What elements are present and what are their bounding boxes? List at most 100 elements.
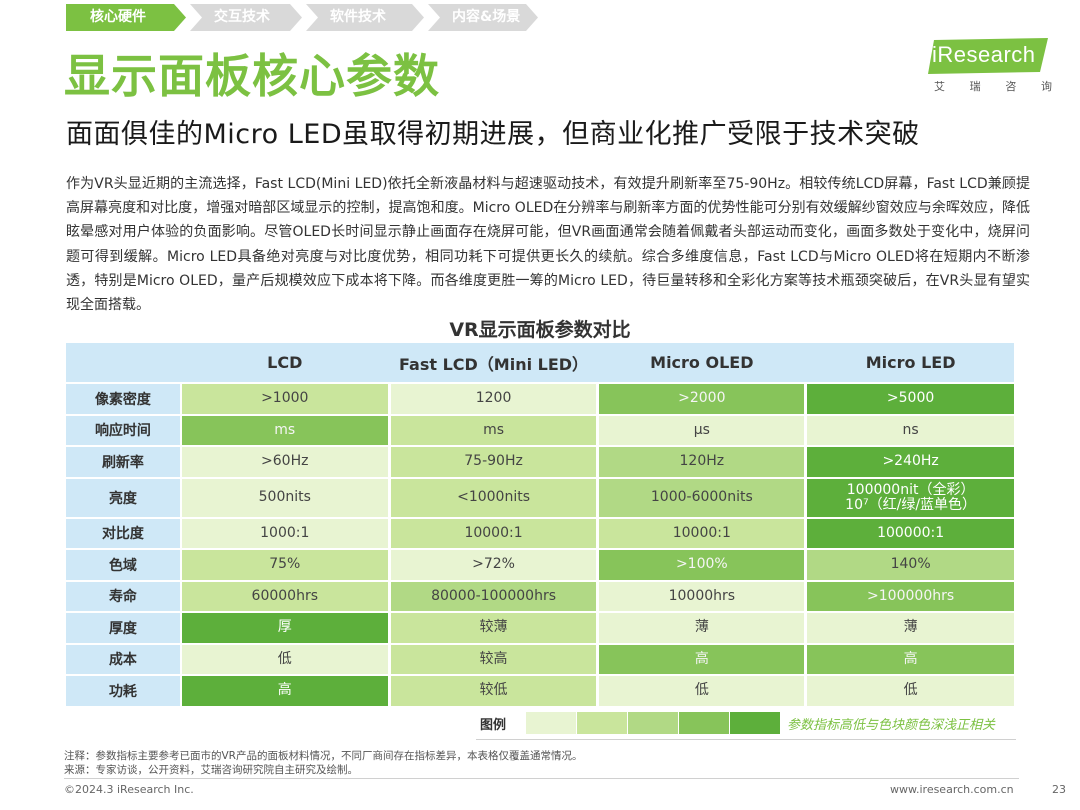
table-cell: 120Hz — [599, 447, 805, 477]
table-cell: 500nits — [181, 478, 388, 517]
page-number: 23 — [1052, 783, 1066, 796]
table-cell: 高 — [599, 644, 805, 674]
row-label: 刷新率 — [66, 447, 180, 477]
legend-swatches — [526, 712, 781, 734]
table-cell: 高 — [807, 644, 1014, 674]
footer-divider — [64, 778, 1019, 779]
nav-tab-content[interactable]: 内容&场景 — [428, 4, 538, 31]
table-cell: 较高 — [390, 644, 597, 674]
table-cell: 1200 — [390, 384, 597, 414]
table-row: 功耗 高 较低 低 低 — [66, 676, 1014, 706]
table-header-corner — [66, 343, 180, 382]
website-link[interactable]: www.iresearch.com.cn — [890, 783, 1014, 796]
legend-swatch — [526, 712, 576, 734]
table-cell: 1000-6000nits — [599, 478, 805, 517]
table-cell: μs — [599, 415, 805, 445]
table-cell-multiline: 100000nit（全彩） 10⁷（红/绿/蓝单色） — [807, 478, 1014, 517]
table-cell: ms — [181, 415, 388, 445]
row-label: 响应时间 — [66, 415, 180, 445]
table-cell: 1000:1 — [181, 518, 388, 548]
legend-swatch — [679, 712, 729, 734]
table-cell: 低 — [181, 644, 388, 674]
table-row: 响应时间 ms ms μs ns — [66, 415, 1014, 445]
table-header-row: LCD Fast LCD（Mini LED） Micro OLED Micro … — [66, 343, 1014, 382]
legend-label: 图例 — [480, 717, 507, 733]
iresearch-logo: iResearch 艾 瑞 咨 询 — [928, 38, 1052, 96]
legend-divider — [476, 739, 1016, 740]
table-row: 寿命 60000hrs 80000-100000hrs 10000hrs >10… — [66, 581, 1014, 611]
comparison-table: LCD Fast LCD（Mini LED） Micro OLED Micro … — [66, 343, 1014, 708]
row-label: 色域 — [66, 550, 180, 580]
cell-line: 100000nit（全彩） — [846, 481, 975, 498]
nav-tab-core-hardware[interactable]: 核心硬件 — [66, 4, 186, 31]
table-cell: ms — [390, 415, 597, 445]
intro-paragraph: 作为VR头显近期的主流选择，Fast LCD(Mini LED)依托全新液晶材料… — [66, 176, 1030, 314]
table-cell: ns — [807, 415, 1014, 445]
table-row: 色域 75% >72% >100% 140% — [66, 550, 1014, 580]
table-cell: 10000:1 — [599, 518, 805, 548]
table-cell: 薄 — [807, 613, 1014, 643]
table-cell: 10000hrs — [599, 581, 805, 611]
table-cell: >1000 — [181, 384, 388, 414]
footnote-source: 来源：专家访谈，公开资料，艾瑞咨询研究院自主研究及绘制。 — [64, 764, 358, 776]
nav-tab-software[interactable]: 软件技术 — [306, 4, 424, 31]
logo-badge-icon — [928, 38, 1048, 74]
legend-swatch — [577, 712, 627, 734]
logo-text: iResearch — [932, 42, 1036, 67]
table-cell: >2000 — [599, 384, 805, 414]
table-row: 厚度 厚 较薄 薄 薄 — [66, 613, 1014, 643]
table-cell: >5000 — [807, 384, 1014, 414]
logo-sub-char: 咨 — [1005, 80, 1017, 93]
nav-tab-interaction[interactable]: 交互技术 — [190, 4, 302, 31]
page-title: 显示面板核心参数 — [64, 49, 440, 103]
row-label: 功耗 — [66, 676, 180, 706]
table-cell: >100% — [599, 550, 805, 580]
table-header-cell: Micro OLED — [650, 353, 754, 372]
logo-sub-char: 瑞 — [969, 80, 981, 93]
row-label: 厚度 — [66, 613, 180, 643]
table-cell: >100000hrs — [807, 581, 1014, 611]
legend-swatch — [730, 712, 780, 734]
table-header-cell: Micro LED — [865, 353, 956, 372]
table-cell: 75-90Hz — [390, 447, 597, 477]
table-cell: <1000nits — [390, 478, 597, 517]
table-cell: 低 — [807, 676, 1014, 706]
logo-sub-char: 询 — [1040, 80, 1052, 93]
table-cell: 100000:1 — [807, 518, 1014, 548]
cell-line: 10⁷（红/绿/蓝单色） — [845, 496, 977, 513]
breadcrumb: 核心硬件 交互技术 软件技术 内容&场景 — [66, 4, 542, 31]
table-title: VR显示面板参数对比 — [449, 319, 631, 341]
table-cell: 薄 — [599, 613, 805, 643]
table-cell: 80000-100000hrs — [390, 581, 597, 611]
row-label: 像素密度 — [66, 384, 180, 414]
logo-sub-char: 艾 — [934, 80, 945, 93]
table-cell: >72% — [390, 550, 597, 580]
table-row: 亮度 500nits <1000nits 1000-6000nits 10000… — [66, 478, 1014, 517]
table-cell: 140% — [807, 550, 1014, 580]
copyright: ©2024.3 iResearch Inc. — [64, 783, 194, 796]
row-label: 对比度 — [66, 518, 180, 548]
footnote: 注释：参数指标主要参考已面市的VR产品的面板材料情况，不同厂商间存在指标差异，本… — [64, 749, 582, 777]
table-header-cell: Fast LCD（Mini LED） — [399, 354, 589, 374]
table-cell: 低 — [599, 676, 805, 706]
table-row: 刷新率 >60Hz 75-90Hz 120Hz >240Hz — [66, 447, 1014, 477]
table-row: 像素密度 >1000 1200 >2000 >5000 — [66, 384, 1014, 414]
row-label: 成本 — [66, 644, 180, 674]
table-cell: 60000hrs — [181, 581, 388, 611]
table-cell: 较薄 — [390, 613, 597, 643]
logo-subtitle: 艾 瑞 咨 询 — [934, 78, 1052, 94]
legend-note: 参数指标高低与色块颜色深浅正相关 — [787, 717, 996, 733]
footnote-note: 注释：参数指标主要参考已面市的VR产品的面板材料情况，不同厂商间存在指标差异，本… — [64, 750, 583, 762]
table-cell: 高 — [181, 676, 388, 706]
table-cell: 较低 — [390, 676, 597, 706]
table-row: 成本 低 较高 高 高 — [66, 644, 1014, 674]
table-cell: 75% — [181, 550, 388, 580]
color-legend: 图例 参数指标高低与色块颜色深浅正相关 — [480, 711, 995, 735]
table-cell: >60Hz — [181, 447, 388, 477]
legend-swatch — [628, 712, 678, 734]
row-label: 亮度 — [66, 478, 180, 517]
page-subtitle: 面面俱佳的Micro LED虽取得初期进展，但商业化推广受限于技术突破 — [66, 119, 920, 150]
table-cell: >240Hz — [807, 447, 1014, 477]
table-cell: 10000:1 — [390, 518, 597, 548]
table-row: 对比度 1000:1 10000:1 10000:1 100000:1 — [66, 518, 1014, 548]
